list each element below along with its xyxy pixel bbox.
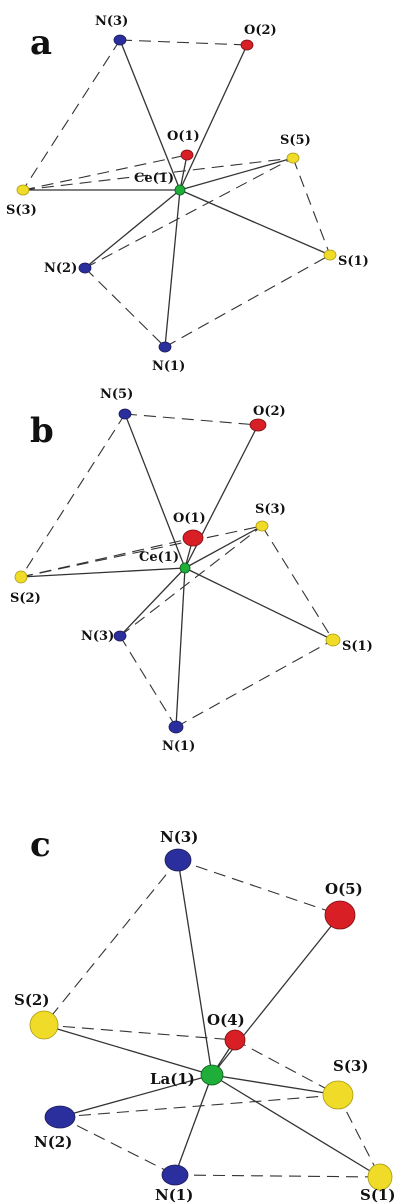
atom-ce xyxy=(179,562,191,574)
panel-b-bonds xyxy=(20,413,334,728)
label-s3: S(3) xyxy=(255,502,286,517)
atom-s2 xyxy=(29,1010,59,1040)
atom-o2 xyxy=(240,39,254,51)
label-s2: S(2) xyxy=(14,991,49,1009)
label-n3: N(3) xyxy=(160,828,198,846)
label-n3: N(3) xyxy=(95,14,128,29)
atom-n1 xyxy=(161,1164,189,1186)
panel-c-atoms xyxy=(29,848,393,1191)
label-n2: N(2) xyxy=(44,261,77,276)
atom-s1 xyxy=(367,1163,393,1191)
atom-o2 xyxy=(249,418,267,432)
label-o2: O(2) xyxy=(244,23,277,38)
label-n2: N(2) xyxy=(34,1133,72,1151)
label-ce: Ce(1) xyxy=(139,550,179,565)
label-s1: S(1) xyxy=(360,1186,395,1203)
label-s5: S(5) xyxy=(280,133,311,148)
label-la: La(1) xyxy=(150,1070,195,1088)
atom-o4 xyxy=(224,1029,246,1051)
atom-n3 xyxy=(113,34,127,46)
atom-s1 xyxy=(325,633,341,647)
atom-n1 xyxy=(158,341,172,353)
atom-s3 xyxy=(322,1080,354,1110)
label-n1: N(1) xyxy=(152,359,185,374)
label-n3: N(3) xyxy=(81,629,114,644)
label-o1: O(1) xyxy=(167,129,200,144)
atom-la xyxy=(200,1064,224,1086)
label-s3: S(3) xyxy=(6,203,37,218)
atom-s5 xyxy=(286,152,300,164)
label-s2: S(2) xyxy=(10,591,41,606)
panel-a: a xyxy=(6,14,369,374)
panel-c: c xyxy=(14,825,395,1203)
panel-b-atoms xyxy=(14,408,341,734)
label-s3: S(3) xyxy=(333,1057,368,1075)
atom-n2 xyxy=(44,1105,76,1129)
panel-b-polyhedron-edges xyxy=(20,413,334,728)
atom-n1 xyxy=(168,720,184,734)
panel-a-atoms xyxy=(16,34,337,353)
atom-o5 xyxy=(324,900,356,930)
atom-s3 xyxy=(255,520,269,532)
atom-s3 xyxy=(16,184,30,196)
label-o2: O(2) xyxy=(253,404,286,419)
panel-b: b xyxy=(10,387,373,754)
panel-label-b: b xyxy=(30,411,54,451)
panel-b-labels: N(5) O(2) O(1) S(3) Ce(1) S(2) S(1) N(3)… xyxy=(10,387,373,754)
panel-label-c: c xyxy=(30,825,51,865)
label-n5: N(5) xyxy=(100,387,133,402)
atom-n2 xyxy=(78,262,92,274)
atom-n3 xyxy=(113,630,127,642)
label-s1: S(1) xyxy=(342,639,373,654)
atom-s1 xyxy=(323,249,337,261)
label-o1: O(1) xyxy=(173,511,206,526)
panel-c-labels: N(3) O(5) S(2) O(4) La(1) S(3) N(2) N(1)… xyxy=(14,828,395,1203)
atom-n3 xyxy=(164,848,192,872)
label-ce: Ce(1) xyxy=(134,171,174,186)
panel-a-bonds xyxy=(23,39,331,348)
panel-a-polyhedron-edges xyxy=(22,39,331,348)
label-o4: O(4) xyxy=(207,1011,245,1029)
label-o5: O(5) xyxy=(325,880,363,898)
atom-n5 xyxy=(118,408,132,420)
label-s1: S(1) xyxy=(338,254,369,269)
panel-label-a: a xyxy=(30,23,52,63)
label-n1: N(1) xyxy=(155,1186,193,1203)
atom-s2 xyxy=(14,570,28,584)
atom-o1 xyxy=(180,149,194,161)
panel-a-labels: N(3) O(2) O(1) S(5) Ce(1) S(3) S(1) N(2)… xyxy=(6,14,369,374)
label-n1: N(1) xyxy=(162,739,195,754)
atom-ce xyxy=(174,184,186,196)
panel-c-polyhedron-edges xyxy=(43,859,381,1178)
atom-o1 xyxy=(182,529,204,547)
